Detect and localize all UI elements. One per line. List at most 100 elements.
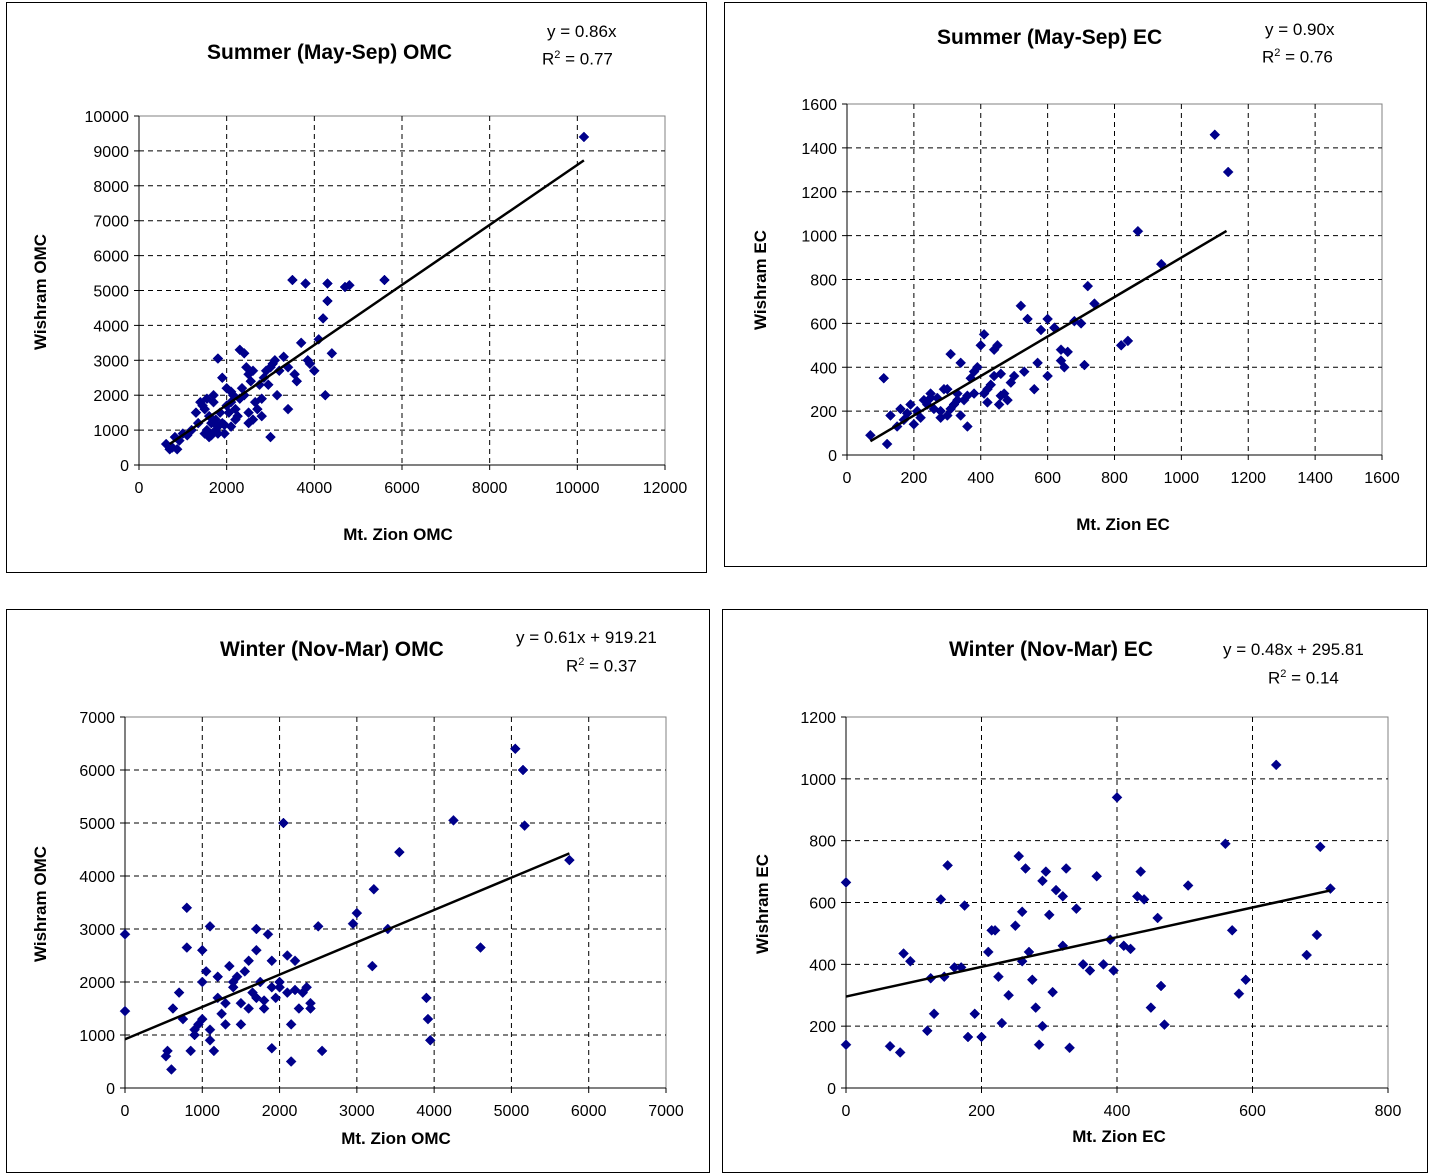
data-point [1030, 1002, 1042, 1013]
x-tick-label: 12000 [643, 480, 688, 497]
x-tick-label: 1000 [184, 1103, 220, 1120]
data-point [878, 372, 890, 384]
data-point [1010, 920, 1021, 932]
data-point [915, 412, 926, 424]
data-point [895, 403, 906, 415]
y-tick-label: 1600 [801, 97, 837, 114]
data-point [308, 365, 320, 377]
scatter-plot: 0 200 400 600 800 0 200 400 600 800 1000 1200 [800, 710, 1401, 1120]
trendline [124, 852, 570, 1041]
data-point [1042, 313, 1053, 325]
data-point [1047, 986, 1058, 998]
data-point [564, 854, 575, 866]
plot-area [124, 716, 667, 1089]
data-point [301, 981, 312, 993]
data-point [185, 1045, 197, 1057]
data-point [978, 388, 990, 399]
y-tick-label: 0 [120, 458, 129, 475]
y-tick-label: 8000 [93, 179, 129, 196]
data-point [266, 1042, 278, 1054]
data-point [394, 846, 405, 858]
chart-panel-winter-omc: 0 1000 2000 3000 4000 5000 6000 7000 0 1000 2000 30… [6, 609, 710, 1173]
y-tick-label: 3000 [93, 353, 129, 370]
trendline [869, 229, 1228, 443]
data-point [1159, 1019, 1170, 1030]
data-point [519, 820, 530, 832]
data-point [266, 981, 278, 993]
chart-title: Summer (May-Sep) OMC [207, 41, 453, 64]
data-point [885, 410, 896, 421]
data-point [908, 418, 920, 430]
data-point [243, 407, 254, 419]
data-point [289, 955, 301, 967]
data-point [1240, 974, 1252, 986]
r-squared-label: R2 = 0.77 [542, 49, 613, 69]
data-point [235, 1019, 247, 1030]
data-point [204, 920, 216, 932]
data-point [945, 348, 957, 360]
data-point [317, 313, 329, 324]
data-point [281, 987, 293, 998]
data-point [1125, 943, 1136, 955]
data-point [119, 928, 131, 940]
x-tick-label: 200 [968, 1103, 995, 1120]
y-tick-label: 6000 [79, 763, 115, 780]
data-point [1115, 339, 1127, 351]
y-tick-label: 3000 [79, 922, 115, 939]
y-tick-label: 0 [827, 1081, 836, 1098]
data-point [291, 375, 303, 387]
data-point [256, 410, 268, 422]
data-point [578, 131, 590, 143]
data-point [996, 1017, 1008, 1029]
y-tick-label: 200 [809, 1019, 836, 1036]
y-tick-label: 600 [809, 896, 836, 913]
data-point [204, 1034, 216, 1046]
data-point [289, 984, 301, 996]
x-tick-label: 1000 [1164, 470, 1200, 487]
data-point [235, 997, 247, 1009]
data-point [316, 1045, 328, 1057]
x-tick-label: 400 [967, 470, 994, 487]
x-axis-label: Mt. Zion EC [1072, 1127, 1166, 1146]
data-point [982, 946, 994, 958]
data-point [162, 1045, 173, 1057]
data-point [278, 817, 289, 829]
data-point [1016, 906, 1028, 918]
data-point [227, 976, 239, 988]
data-point [285, 1056, 297, 1067]
data-point [258, 995, 270, 1006]
data-point [978, 328, 990, 340]
data-point [247, 365, 259, 377]
y-tick-label: 2000 [79, 975, 115, 992]
scatter-plot: 0 1000 2000 3000 4000 5000 6000 7000 0 1000 2000 30… [79, 710, 683, 1120]
data-point [1062, 346, 1074, 358]
r-squared-label: R2 = 0.37 [566, 656, 637, 676]
chart-panel-summer-omc: 0 2000 4000 6000 8000 10000 12000 0 1000 2000 3000… [6, 2, 707, 573]
data-point [189, 1024, 200, 1036]
data-point [216, 372, 228, 384]
data-point [941, 383, 953, 395]
y-tick-label: 0 [828, 448, 837, 465]
data-point [1043, 909, 1055, 921]
data-point [270, 992, 282, 1004]
data-point [1311, 929, 1323, 941]
data-point [1220, 838, 1231, 850]
y-tick-label: 5000 [79, 816, 115, 833]
data-point [995, 390, 1007, 402]
data-point [424, 1034, 436, 1046]
trendline [168, 159, 585, 446]
data-point [304, 358, 316, 370]
data-point [992, 339, 1003, 351]
x-tick-label: 0 [843, 470, 852, 487]
x-tick-label: 1200 [1230, 470, 1266, 487]
data-point [190, 407, 202, 419]
y-tick-label: 200 [810, 404, 837, 421]
data-point [1037, 875, 1048, 887]
data-point [208, 1045, 220, 1057]
data-point [935, 894, 947, 905]
data-point [173, 987, 185, 998]
trendline-equation: y = 0.90x [1265, 20, 1335, 39]
scatter-plot: 0 2000 4000 6000 8000 10000 12000 0 1000 2000 3000… [85, 109, 688, 497]
data-point [1020, 863, 1031, 874]
data-point [942, 860, 953, 871]
